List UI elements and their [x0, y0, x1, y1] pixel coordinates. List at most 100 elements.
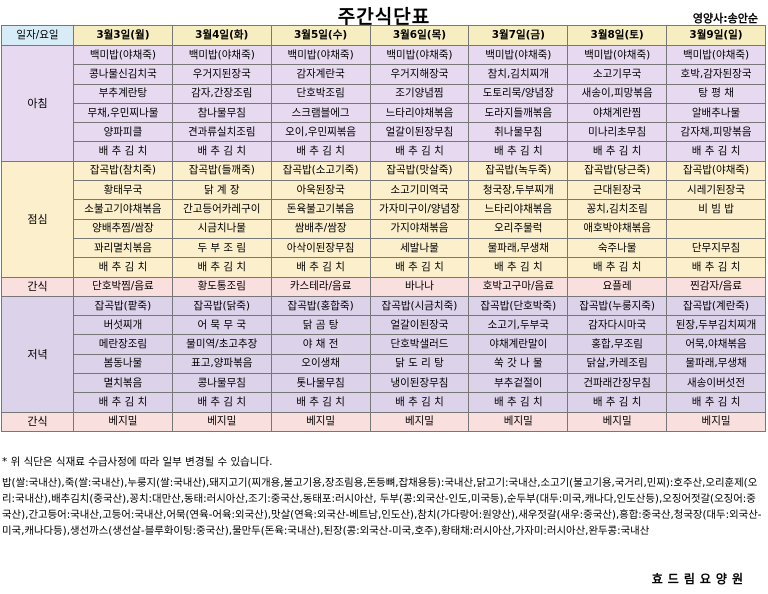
menu-cell: 베지밀: [567, 411, 668, 432]
menu-cell: 가지야채볶음: [369, 218, 470, 239]
menu-cell: 시금치나물: [171, 218, 272, 239]
menu-cell: 오이,우민찌볶음: [270, 122, 371, 143]
menu-cell: 얼갈이된장국: [369, 315, 470, 336]
day-header: 3월4일(화): [171, 25, 272, 46]
day-header: 3월9일(일): [666, 25, 766, 46]
lunch-row: 양배추찜/쌈장 시금치나물 쌈배추/쌈장 가지야채볶음 오리주물럭 애호박야채볶음: [2, 218, 766, 239]
menu-cell: 잡곡밥(팥죽): [73, 295, 173, 317]
header-row: 일자/요일 3월3일(월) 3월4일(화) 3월5일(수) 3월6일(목) 3월…: [1, 25, 766, 46]
menu-cell: 감자,간장조림: [171, 83, 272, 104]
menu-cell: 취나물무침: [468, 122, 569, 143]
menu-cell: 감자계란국: [270, 64, 371, 85]
lunch-row: 점심 잡곡밥(참치죽) 잡곡밥(들깨죽) 잡곡밥(소고기죽) 잡곡밥(맛살죽) 잡곡밥(녹…: [1, 160, 766, 278]
page-title: 주간식단표: [337, 6, 431, 28]
lunch-row: 꽈리멸치볶음 두 부 조 림 아삭이된장무침 세발나물 물파래,무생채 숙주나물 단무지무침: [2, 237, 766, 259]
menu-cell: 아욱된장국: [270, 180, 371, 201]
menu-cell: 베지밀: [171, 411, 272, 432]
snack-label: 간식: [1, 276, 74, 297]
menu-cell: 요플레: [567, 276, 668, 297]
menu-cell: 참치,김치찌개: [468, 64, 569, 85]
menu-cell: 스크램블에그: [270, 102, 371, 124]
menu-cell: 물미역/초고추장: [171, 334, 272, 355]
menu-cell: 백미밥(야채죽): [468, 44, 569, 66]
menu-cell: 도토리묵/양념장: [468, 83, 569, 104]
dinner-row: 저녁 잡곡밥(팥죽) 잡곡밥(닭죽) 잡곡밥(홍합죽) 잡곡밥(시금치죽) 잡곡밥(단호박…: [1, 295, 766, 413]
menu-cell: 배 추 김 치: [468, 392, 569, 413]
menu-cell: 부추계란탕: [73, 83, 173, 104]
menu-cell: 배 추 김 치: [171, 392, 272, 413]
menu-cell: 배 추 김 치: [666, 392, 766, 413]
menu-cell: 잡곡밥(단호박죽): [468, 295, 569, 317]
menu-cell: 견과류실치조림: [171, 122, 272, 143]
menu-cell: 버섯찌개: [73, 315, 173, 336]
menu-cell: 잡곡밥(시금치죽): [369, 295, 470, 317]
menu-cell: 배 추 김 치: [171, 141, 272, 162]
menu-cell: 닭 계 장: [171, 180, 272, 201]
corner-header: 일자/요일: [1, 25, 74, 46]
menu-cell: 된장,두부김치찌개: [666, 315, 766, 336]
menu-cell: 닭 곰 탕: [270, 315, 371, 336]
menu-cell: 배 추 김 치: [73, 257, 173, 278]
menu-cell: 톳나물무침: [270, 373, 371, 394]
change-notice: * 위 식단은 식재료 수급사정에 따라 일부 변경될 수 있습니다.: [2, 456, 273, 468]
breakfast-row: 아침 백미밥(야채죽) 백미밥(야채죽) 백미밥(야채죽) 백미밥(야채죽) 백미밥(야채…: [1, 44, 766, 162]
menu-cell: 무채,우민찌나물: [73, 102, 173, 124]
menu-cell: 야채계란찜: [567, 102, 668, 124]
menu-cell: 쑥 갓 나 물: [468, 353, 569, 375]
menu-cell: 단호박조림: [270, 83, 371, 104]
menu-cell: 돈육불고기볶음: [270, 199, 371, 220]
menu-cell: 청국장,두부찌개: [468, 180, 569, 201]
menu-cell: 잡곡밥(당근죽): [567, 160, 668, 182]
menu-cell: 세발나물: [369, 237, 470, 259]
dinner-row: 멸치볶음 콩나물무침 톳나물무침 냉이된장무침 부추겉절이 건파래간장무침 새송이버섯전: [2, 373, 766, 394]
menu-cell: 백미밥(야채죽): [369, 44, 470, 66]
menu-cell: 양파피클: [73, 122, 173, 143]
menu-cell: 메란장조림: [73, 334, 173, 355]
late_snack-row: 간식 베지밀 베지밀 베지밀 베지밀 베지밀 베지밀 베지밀: [1, 411, 766, 432]
menu-cell: 배 추 김 치: [468, 257, 569, 278]
menu-cell: 베지밀: [73, 411, 173, 432]
menu-cell: 배 추 김 치: [468, 141, 569, 162]
menu-cell: 호박,감자된장국: [666, 64, 766, 85]
menu-cell: 호박고구마/음료: [468, 276, 569, 297]
menu-cell: 양배추찜/쌈장: [73, 218, 173, 239]
menu-cell: 백미밥(야채죽): [73, 44, 173, 66]
menu-cell: 배 추 김 치: [270, 141, 371, 162]
dinner-label: 저녁: [1, 295, 74, 413]
menu-cell: 황태무국: [73, 180, 173, 201]
menu-cell: 배 추 김 치: [369, 257, 470, 278]
menu-cell: 탕 평 채: [666, 83, 766, 104]
breakfast-row: 콩나물신김치국 우거지된장국 감자계란국 우거지해장국 참치,김치찌개 소고기무국 호박,감…: [2, 64, 766, 85]
menu-cell: 단무지무침: [666, 237, 766, 259]
lunch-row: 소불고기야채볶음 간고등어카레구이 돈육불고기볶음 가자미구이/양념장 느타리야채볶음 꽁…: [2, 199, 766, 220]
day-header: 3월5일(수): [270, 25, 371, 46]
menu-cell: 아삭이된장무침: [270, 237, 371, 259]
menu-cell: 시레기된장국: [666, 180, 766, 201]
menu-cell: 백미밥(야채죽): [666, 44, 766, 66]
menu-cell: 닭 도 리 탕: [369, 353, 470, 375]
menu-cell: 베지밀: [270, 411, 371, 432]
menu-cell: 봄동나물: [73, 353, 173, 375]
dinner-row: 메란장조림 물미역/초고추장 야 채 전 단호박샐러드 야채계란말이 홍합,무조림 어묵,야…: [2, 334, 766, 355]
facility-name: 효드림요양원: [651, 572, 748, 586]
menu-cell: 비 빔 밥: [666, 199, 766, 220]
menu-cell: 배 추 김 치: [270, 257, 371, 278]
menu-cell: 단호박찜/음료: [73, 276, 173, 297]
menu-cell: 찐감자/음료: [666, 276, 766, 297]
menu-cell: 알배추나물: [666, 102, 766, 124]
menu-cell: 야 채 전: [270, 334, 371, 355]
menu-cell: 오이생채: [270, 353, 371, 375]
menu-cell: 배 추 김 치: [171, 257, 272, 278]
menu-cell: 부추겉절이: [468, 373, 569, 394]
menu-cell: 잡곡밥(홍합죽): [270, 295, 371, 317]
menu-cell: 배 추 김 치: [369, 392, 470, 413]
menu-cell: 백미밥(야채죽): [270, 44, 371, 66]
menu-cell: [666, 218, 766, 239]
menu-cell: 잡곡밥(참치죽): [73, 160, 173, 182]
menu-cell: 도라지들깨볶음: [468, 102, 569, 124]
menu-cell: 건파래간장무침: [567, 373, 668, 394]
menu-cell: 미나리초무침: [567, 122, 668, 143]
